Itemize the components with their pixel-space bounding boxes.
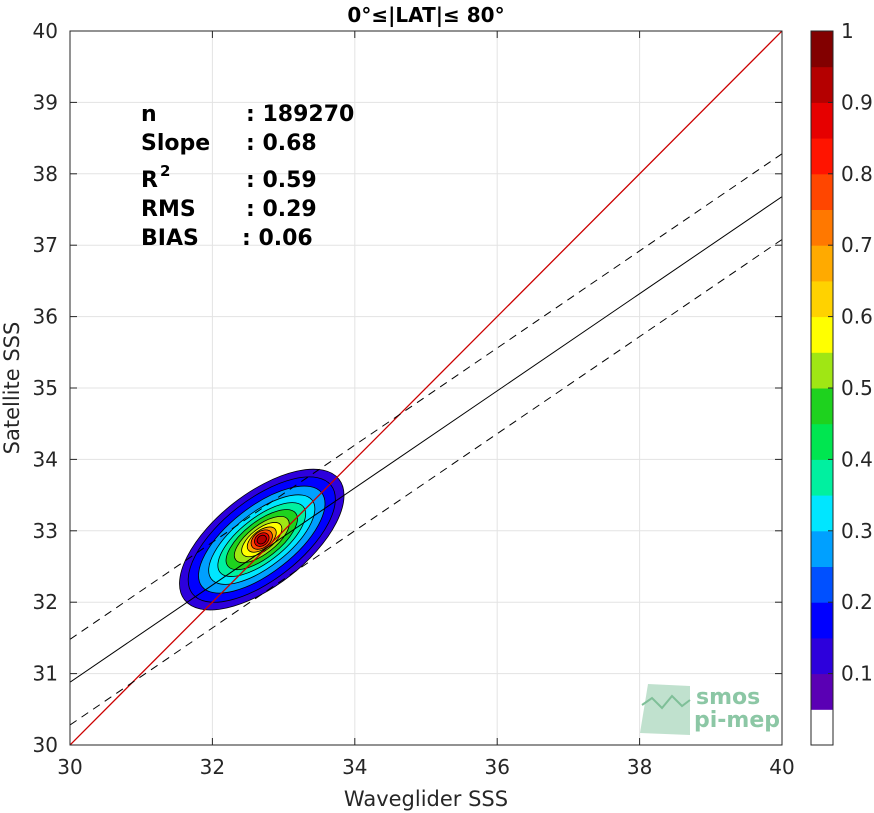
fit-band-line: [70, 153, 782, 640]
colorbar-segment: [811, 530, 833, 567]
y-axis-label: Satellite SSS: [0, 322, 24, 455]
colorbar-segment: [811, 566, 833, 603]
colorbar-segment: [811, 280, 833, 318]
colorbar-segment: [811, 138, 833, 175]
colorbar-segment: [811, 673, 833, 710]
chart-title: 0°≤|LAT|≤ 80°: [347, 3, 504, 27]
y-tick-label: 40: [33, 19, 58, 43]
stat-rms-value: : 0.29: [246, 197, 317, 222]
x-tick-label: 32: [200, 755, 225, 779]
fit-band-line: [70, 239, 782, 726]
x-tick-label: 34: [342, 755, 367, 779]
colorbar-tick-label: 0.6: [841, 305, 873, 329]
colorbar-segment: [811, 495, 833, 532]
x-tick-label: 36: [484, 755, 509, 779]
colorbar-segment: [811, 423, 833, 460]
colorbar-tick-label: 0.5: [841, 376, 873, 400]
x-axis-label: Waveglider SSS: [344, 787, 508, 811]
stat-slope-value: : 0.68: [246, 131, 317, 156]
stat-slope-label: Slope: [141, 131, 210, 156]
y-tick-label: 39: [33, 90, 58, 114]
stat-r2-label: R: [141, 168, 158, 193]
colorbar-tick-label: 0.4: [841, 447, 873, 471]
y-tick-label: 37: [33, 233, 58, 257]
x-tick-label: 30: [57, 755, 82, 779]
stat-r2-value: : 0.59: [246, 168, 317, 193]
y-axis-ticks: 30 31 32 33 34 35 36 37 38 39 40: [33, 19, 782, 757]
colorbar-tick-label: 0.2: [841, 590, 873, 614]
colorbar-segment: [811, 602, 833, 639]
y-tick-label: 36: [33, 305, 58, 329]
y-tick-label: 31: [33, 662, 58, 686]
logo-wave-icon: [641, 694, 691, 710]
x-tick-label: 40: [769, 755, 794, 779]
colorbar-segment: [811, 709, 833, 746]
y-tick-label: 33: [33, 519, 58, 543]
colorbar-segment: [811, 352, 833, 389]
stat-n-label: n: [141, 102, 157, 127]
colorbar-ticks: 0.1 0.2 0.3 0.4 0.5 0.6 0.7 0.8 0.9 1: [828, 19, 873, 686]
stat-n-value: : 189270: [246, 102, 354, 127]
stat-rms-label: RMS: [141, 197, 196, 222]
colorbar-segment: [811, 388, 833, 425]
colorbar-segment: [811, 66, 833, 103]
density-contour: [256, 534, 267, 545]
stat-r2-superscript: 2: [160, 162, 170, 180]
x-tick-label: 38: [627, 755, 652, 779]
colorbar-tick-label: 0.7: [841, 233, 873, 257]
colorbar: [811, 31, 833, 746]
y-tick-label: 30: [33, 733, 58, 757]
y-tick-label: 35: [33, 376, 58, 400]
colorbar-segment: [811, 173, 833, 210]
density-contours: [179, 468, 345, 611]
colorbar-segment: [811, 316, 833, 353]
colorbar-tick-label: 0.1: [841, 662, 873, 686]
colorbar-tick-label: 1: [841, 19, 854, 43]
colorbar-segment: [811, 459, 833, 496]
watermark-line1: smos: [696, 685, 760, 710]
fit-line: [70, 196, 782, 683]
stat-bias-value: : 0.06: [242, 226, 313, 251]
stat-bias-label: BIAS: [141, 226, 199, 251]
colorbar-tick-label: 0.9: [841, 90, 873, 114]
colorbar-segment: [811, 209, 833, 246]
y-tick-label: 38: [33, 162, 58, 186]
logo-icon: [640, 684, 690, 735]
identity-line: [70, 31, 782, 745]
x-axis-ticks: 30 32 34 36 38 40: [57, 31, 795, 779]
colorbar-tick-label: 0.8: [841, 162, 873, 186]
watermark-logo: smos pi-mep: [640, 684, 780, 735]
stats-box: n : 189270 Slope : 0.68 R 2 : 0.59 RMS :…: [141, 102, 354, 251]
colorbar-segment: [811, 245, 833, 282]
y-tick-label: 34: [33, 447, 58, 471]
watermark-line2: pi-mep: [694, 708, 780, 733]
colorbar-tick-label: 0.3: [841, 519, 873, 543]
regression-lines: [70, 31, 782, 745]
colorbar-segment: [811, 637, 833, 675]
colorbar-segment: [811, 31, 833, 68]
colorbar-segment: [811, 102, 833, 139]
y-tick-label: 32: [33, 590, 58, 614]
